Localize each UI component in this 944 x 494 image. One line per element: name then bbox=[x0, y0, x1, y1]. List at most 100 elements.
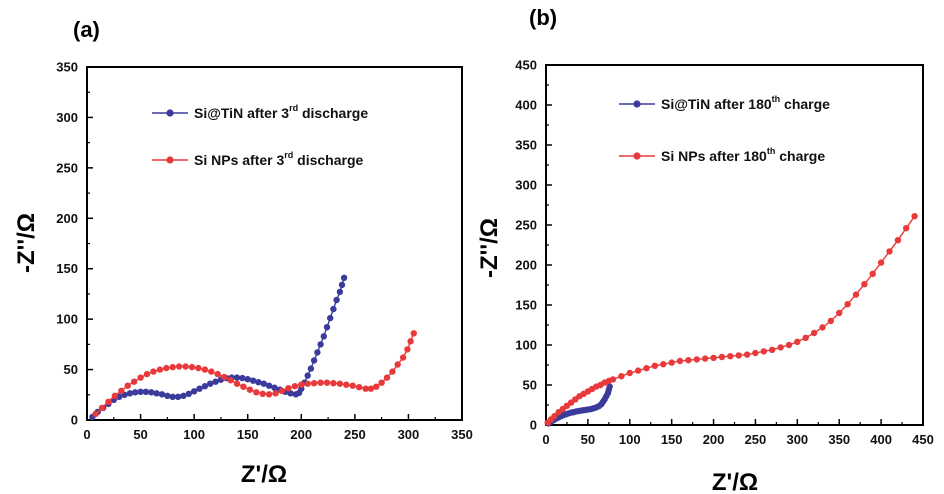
legend-label-tail: discharge bbox=[293, 152, 363, 168]
panel-a-series-2-point bbox=[355, 384, 363, 391]
panel-a-series-1-point bbox=[180, 392, 187, 399]
legend-label-superscript: rd bbox=[284, 150, 293, 160]
panel-a-series-1-point bbox=[164, 392, 171, 399]
panel-a-series-2-point bbox=[362, 385, 369, 392]
panel-b-x-tick-label: 400 bbox=[870, 432, 892, 447]
panel-a-y-tick-label: 100 bbox=[56, 312, 78, 327]
panel-a-series-2-point bbox=[220, 373, 228, 381]
panel-b-series-2-point bbox=[810, 329, 818, 337]
panel-a-series-2-point bbox=[182, 363, 189, 370]
panel-a-series-2-point bbox=[111, 392, 119, 399]
panel-a-series-1-point bbox=[304, 372, 311, 379]
panel-a-series-1-point bbox=[126, 390, 134, 397]
panel-a-y-tick-label: 0 bbox=[71, 413, 78, 428]
panel-b-x-axis-label: Z'/Ω bbox=[712, 469, 758, 494]
panel-b-label: (b) bbox=[529, 5, 557, 30]
panel-a-series-2-point bbox=[118, 387, 125, 394]
panel-b-axes-frame bbox=[545, 64, 924, 426]
panel-b-series-2-point bbox=[877, 259, 885, 266]
panel-a-series-1-point bbox=[307, 365, 315, 372]
panel-a-series-2-point bbox=[330, 380, 337, 387]
panel-b-x-tick-label: 50 bbox=[581, 432, 595, 447]
panel-a-series-2-point bbox=[246, 386, 254, 393]
panel-a-series-2-point bbox=[169, 363, 176, 371]
panel-a-x-axis-label: Z'/Ω bbox=[241, 461, 287, 488]
panel-a-series-2-point bbox=[336, 380, 344, 387]
panel-b-series-2-point bbox=[911, 213, 918, 220]
panel-b-series-2-point bbox=[894, 237, 902, 244]
panel-a-y-tick-label: 50 bbox=[64, 362, 78, 377]
panel-b-series-2-point bbox=[802, 334, 809, 341]
panel-a-series-2-point bbox=[265, 391, 273, 398]
panel-a-series-2-point bbox=[253, 389, 260, 396]
panel-a-y-tick-label: 150 bbox=[56, 261, 78, 276]
legend-label-main: Si NPs after 180 bbox=[661, 148, 767, 164]
panel-a-series-2-point bbox=[291, 383, 299, 390]
panel-b-series-2-point bbox=[903, 225, 910, 232]
panel-a-series-2-point bbox=[278, 387, 286, 394]
legend-label-main: Si NPs after 3 bbox=[194, 152, 284, 168]
panel-b-series-2-point bbox=[609, 376, 617, 383]
panel-a-y-tick-label: 300 bbox=[56, 110, 78, 125]
panel-a-series-1-point bbox=[190, 388, 198, 395]
legend-label-tail: charge bbox=[775, 148, 825, 164]
panel-b-series-2-point bbox=[626, 369, 633, 377]
panel-a-series-2-point bbox=[323, 379, 331, 386]
panel-a-legend-marker bbox=[166, 156, 174, 164]
panel-a-series-1-point bbox=[185, 390, 192, 397]
panel-a-legend-label: Si@TiN after 3rd discharge bbox=[194, 103, 368, 121]
panel-a-series-1-point bbox=[158, 391, 166, 398]
panel-b-y-tick-label: 0 bbox=[530, 418, 537, 433]
panel-a-series-2-point bbox=[130, 378, 138, 385]
panel-b-x-tick-label: 300 bbox=[786, 432, 808, 447]
panel-b-series-2-point bbox=[836, 309, 843, 317]
panel-b-series-2-point bbox=[743, 351, 751, 358]
panel-a-legend-entry-1: Si@TiN after 3rd discharge bbox=[152, 103, 368, 121]
panel-b-y-tick-label: 250 bbox=[515, 218, 537, 233]
panel-a-series-2-point bbox=[404, 346, 411, 353]
panel-b-y-tick-label: 300 bbox=[515, 178, 537, 193]
panel-b-y-tick-label: 200 bbox=[515, 258, 537, 273]
panel-b-x-tick-label: 450 bbox=[912, 432, 934, 447]
panel-b-series-2-point bbox=[869, 270, 876, 277]
panel-a-series-1-point bbox=[327, 314, 334, 322]
panel-b-series-2-point bbox=[752, 349, 759, 357]
panel-a-x-tick-label: 150 bbox=[237, 427, 259, 442]
panel-b-series-2-point bbox=[651, 362, 659, 369]
panel-b-series-2-point bbox=[777, 344, 784, 351]
panel-a-series-1-point bbox=[174, 393, 182, 400]
panel-a-series-1-point bbox=[244, 376, 251, 383]
panel-b-y-tick-label: 350 bbox=[515, 138, 537, 153]
panel-b-series-2-point bbox=[735, 352, 742, 359]
panel-b-y-tick-label: 50 bbox=[523, 378, 537, 393]
panel-a-legend-entry-2: Si NPs after 3rd discharge bbox=[152, 150, 364, 168]
panel-a-series-1-point bbox=[132, 389, 139, 396]
panel-b-x-tick-label: 150 bbox=[661, 432, 683, 447]
legend-label-main: Si@TiN after 180 bbox=[661, 96, 772, 112]
panel-b-y-axis-label: -Z''/Ω bbox=[476, 218, 503, 278]
panel-b-series-2-point bbox=[702, 355, 709, 362]
panel-a-series-1 bbox=[89, 274, 348, 421]
panel-b-x-tick-label: 100 bbox=[619, 432, 641, 447]
panel-a-series-1-point bbox=[287, 390, 294, 397]
panel-a-series-2-point bbox=[304, 380, 311, 387]
panel-b-series-1 bbox=[545, 383, 613, 427]
panel-a-label: (a) bbox=[73, 17, 100, 42]
panel-a-series-2-point bbox=[163, 364, 170, 372]
panel-a-series-1-point bbox=[333, 296, 340, 304]
panel-a-series-2-point bbox=[227, 377, 234, 384]
panel-b-series-2-point bbox=[819, 324, 826, 331]
panel-a-series-1-point bbox=[338, 281, 346, 289]
panel-a: (a) 0 50 100 150 200 250 300 350 0 50 100 150 200 250… bbox=[13, 17, 473, 488]
panel-b-x-tick-label: 200 bbox=[703, 432, 725, 447]
panel-a-series-2-point bbox=[259, 390, 266, 397]
panel-b-series-2-point bbox=[760, 348, 767, 355]
panel-b-series-2-line bbox=[547, 215, 916, 424]
panel-a-series-2-point bbox=[298, 381, 305, 388]
panel-a-series-2-point bbox=[378, 379, 385, 386]
panel-b-series-1-point bbox=[606, 383, 613, 390]
legend-label-main: Si@TiN after 3 bbox=[194, 105, 289, 121]
panel-a-series-2-point bbox=[240, 383, 247, 390]
panel-b-series-2-point bbox=[551, 413, 558, 420]
panel-a-series-2-point bbox=[410, 330, 417, 337]
